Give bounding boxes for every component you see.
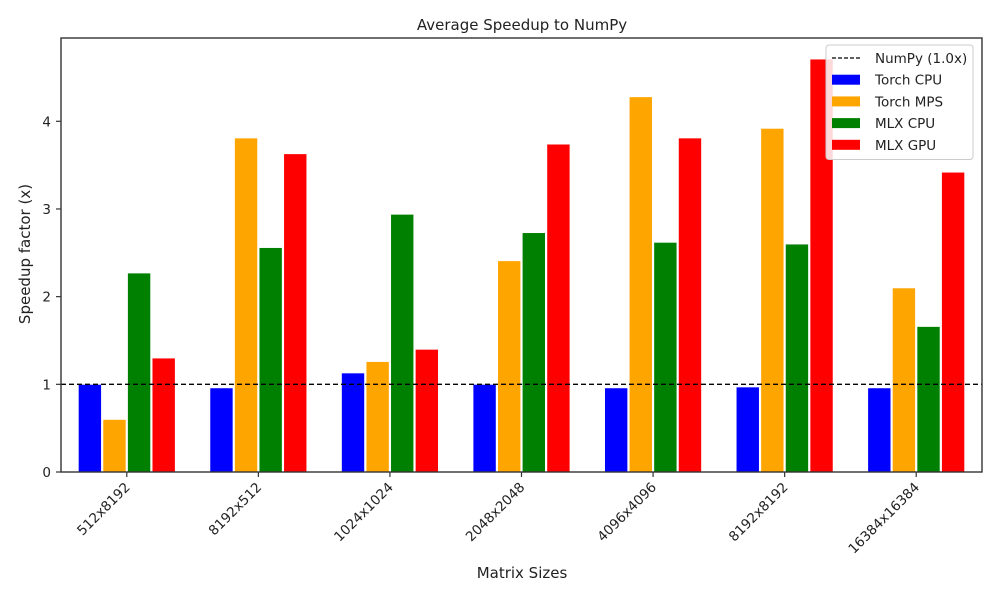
bar-torch-cpu-1024x1024 (341, 372, 366, 473)
legend-label: MLX CPU (875, 116, 935, 132)
bars-group (77, 58, 966, 473)
y-tick-label: 4 (42, 114, 51, 130)
legend-swatch (832, 96, 860, 107)
bar-mlx-gpu-8192x512 (283, 153, 308, 473)
bar-torch-mps-1024x1024 (365, 361, 390, 473)
bar-mlx-cpu-16384x16384 (916, 326, 941, 473)
bar-mlx-gpu-2048x2048 (546, 143, 571, 473)
x-tick-label: 512x8192 (74, 480, 133, 539)
y-tick-label: 2 (42, 290, 51, 306)
bar-mlx-gpu-4096x4096 (677, 137, 702, 473)
bar-torch-mps-8192x512 (234, 137, 259, 473)
x-tick-label: 2048x2048 (463, 480, 529, 546)
bar-torch-cpu-2048x2048 (472, 383, 497, 473)
bar-mlx-cpu-8192x512 (258, 247, 283, 473)
legend-box (825, 44, 974, 160)
legend-label: Torch MPS (874, 94, 943, 110)
bar-torch-cpu-512x8192 (77, 383, 102, 473)
y-tick-label: 1 (42, 377, 51, 393)
bar-mlx-gpu-1024x1024 (414, 348, 439, 473)
x-tick-label: 4096x4096 (594, 480, 660, 546)
bar-torch-mps-16384x16384 (891, 287, 916, 473)
bar-mlx-cpu-4096x4096 (653, 241, 678, 473)
bar-torch-cpu-8192x512 (209, 387, 234, 473)
bar-mlx-cpu-512x8192 (127, 272, 152, 473)
bar-mlx-cpu-8192x8192 (784, 243, 809, 473)
x-tick-label: 8192x512 (206, 480, 265, 539)
legend-label: NumPy (1.0x) (875, 51, 967, 67)
bar-torch-mps-2048x2048 (497, 260, 522, 473)
bar-mlx-cpu-1024x1024 (390, 213, 415, 473)
bar-torch-cpu-4096x4096 (604, 387, 629, 473)
bar-mlx-cpu-2048x2048 (521, 232, 546, 473)
legend: NumPy (1.0x) Torch CPU Torch MPS MLX CPU MLX… (825, 44, 974, 160)
x-axis-label: Matrix Sizes (477, 564, 568, 582)
y-axis: 0 1 2 3 4 (42, 114, 61, 481)
x-tick-label: 16384x16384 (845, 480, 923, 558)
y-tick-label: 3 (42, 202, 51, 218)
y-axis-label: Speedup factor (x) (16, 184, 34, 324)
y-tick-label: 0 (42, 465, 51, 481)
legend-swatch (832, 74, 860, 85)
x-tick-label: 1024x1024 (331, 480, 397, 546)
legend-swatch (832, 118, 860, 129)
bar-torch-mps-4096x4096 (628, 96, 653, 473)
bar-mlx-gpu-512x8192 (151, 357, 176, 473)
chart-title: Average Speedup to NumPy (417, 16, 627, 34)
bar-torch-cpu-8192x8192 (735, 386, 760, 473)
x-tick-label: 8192x8192 (726, 480, 792, 546)
bar-torch-mps-8192x8192 (760, 127, 785, 473)
bar-torch-cpu-16384x16384 (867, 387, 892, 473)
x-axis: 512x8192 8192x512 1024x1024 2048x2048 4096x4… (74, 472, 923, 557)
bar-mlx-gpu-16384x16384 (941, 171, 966, 473)
legend-label: Torch CPU (874, 73, 942, 89)
plot-frame (60, 37, 983, 473)
bar-torch-mps-512x8192 (102, 418, 127, 473)
legend-swatch (832, 139, 860, 150)
legend-label: MLX GPU (875, 138, 936, 154)
